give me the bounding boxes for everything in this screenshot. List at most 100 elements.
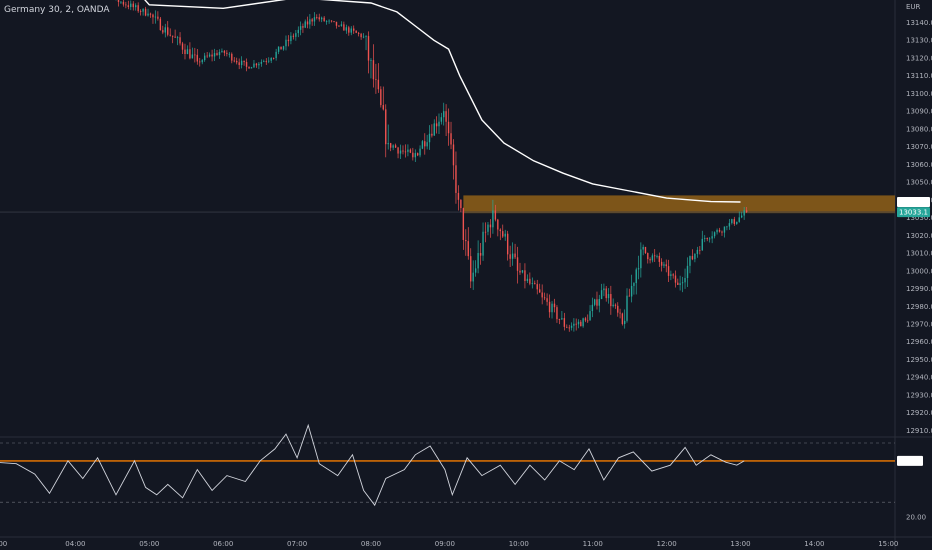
time-tick-label: 14:00 (804, 540, 824, 548)
candle-down (516, 257, 519, 271)
candle-down (674, 275, 677, 283)
candle-down (394, 145, 397, 148)
candle-up (630, 285, 633, 297)
key-level-zone[interactable] (463, 195, 895, 214)
price-tick-label: 13140.0 (906, 19, 932, 27)
candle-down (556, 307, 558, 320)
rsi-tick-label: 20.00 (906, 514, 926, 522)
candle-down (125, 4, 127, 6)
candle-up (270, 57, 272, 61)
candle-up (603, 288, 605, 291)
candle-down (287, 39, 290, 42)
candle-up (240, 60, 243, 66)
candle-down (360, 33, 362, 38)
candle-down (333, 21, 335, 22)
candle-down (660, 261, 663, 266)
candle-up (626, 295, 628, 321)
candle-up (414, 153, 417, 158)
candle-up (258, 63, 260, 66)
candle-down (524, 270, 526, 282)
candle-down (355, 30, 357, 33)
candle-down (323, 17, 325, 22)
candle-down (457, 192, 460, 200)
candle-up (313, 17, 316, 22)
price-tick-label: 13070.0 (906, 143, 932, 151)
candle-down (316, 17, 318, 18)
candle-down (667, 266, 670, 276)
candle-down (539, 289, 541, 293)
candle-down (416, 153, 419, 156)
candle-down (431, 133, 433, 136)
price-tick-label: 12960.0 (906, 338, 932, 346)
candle-up (504, 233, 506, 237)
candle-down (514, 253, 516, 258)
candle-down (647, 253, 649, 260)
candle-down (306, 21, 309, 25)
candle-up (723, 226, 726, 233)
candle-down (534, 283, 536, 285)
candle-up (253, 63, 255, 68)
candle-down (665, 264, 667, 267)
ma-price-tag-value: 13038.8 (899, 198, 928, 206)
candle-up (421, 141, 424, 149)
candle-down (462, 208, 465, 240)
candle-down (216, 53, 218, 56)
candle-down (445, 111, 447, 122)
candle-up (492, 210, 494, 228)
candle-down (231, 53, 233, 61)
time-tick-label: 12:00 (657, 540, 677, 548)
candle-up (561, 318, 563, 320)
candle-up (684, 278, 686, 283)
candle-down (389, 143, 392, 148)
candle-up (428, 133, 431, 143)
candle-down (397, 147, 399, 154)
candle-down (452, 144, 455, 166)
candle-down (546, 298, 548, 302)
ma-price-tag (897, 196, 930, 207)
candle-up (551, 303, 553, 313)
candle-down (149, 13, 152, 15)
candle-down (243, 60, 245, 63)
candle-down (330, 20, 333, 22)
candle-up (582, 318, 584, 327)
candle-up (370, 60, 372, 61)
candle-up (299, 26, 302, 30)
candle-up (203, 55, 206, 61)
candle-down (137, 5, 139, 12)
candle-down (519, 270, 521, 273)
candle-down (377, 79, 380, 90)
candle-down (563, 318, 566, 327)
candle-up (591, 304, 594, 312)
candle-up (218, 51, 221, 56)
candle-down (292, 35, 295, 37)
candle-down (541, 292, 543, 298)
candle-down (435, 123, 438, 127)
price-tick-label: 12950.0 (906, 356, 932, 364)
candle-down (236, 60, 238, 63)
candle-down (489, 224, 492, 228)
candle-up (407, 149, 409, 152)
candle-up (738, 217, 740, 222)
candle-up (726, 226, 728, 228)
candle-down (450, 133, 452, 145)
candle-down (619, 312, 621, 314)
candle-down (467, 241, 469, 257)
candle-down (211, 54, 213, 57)
price-tick-label: 12930.0 (906, 391, 932, 399)
candle-down (233, 60, 235, 62)
candle-down (677, 282, 679, 285)
candle-up (741, 215, 743, 218)
candle-down (122, 1, 125, 5)
candle-up (350, 28, 352, 33)
price-tick-label: 12980.0 (906, 303, 932, 311)
rsi-value-tag (897, 455, 923, 466)
price-tick-label: 12920.0 (906, 409, 932, 417)
moving-average-line (144, 0, 741, 203)
candle-up (191, 54, 194, 59)
candle-down (424, 141, 426, 147)
candle-up (120, 1, 122, 3)
candle-down (584, 318, 587, 321)
candle-down (628, 295, 631, 297)
candle-up (282, 46, 285, 50)
